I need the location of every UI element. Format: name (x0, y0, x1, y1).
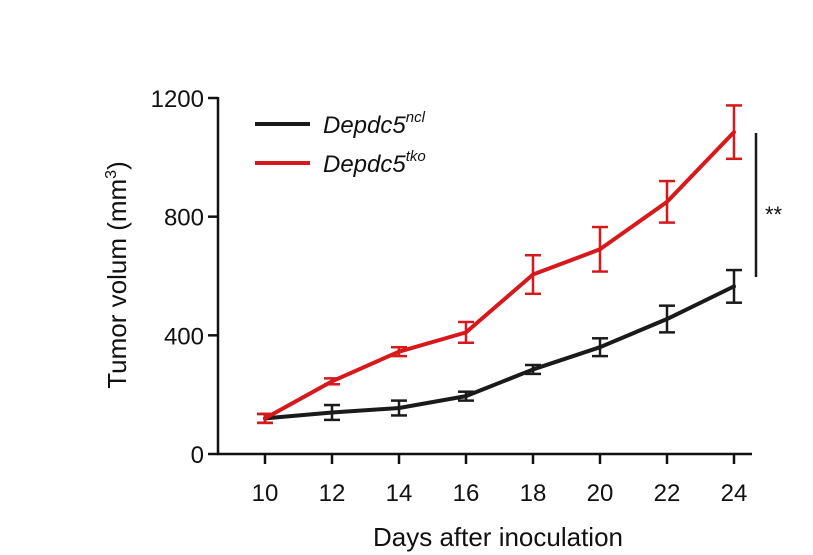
data-point (330, 379, 334, 384)
x-tick-label: 20 (587, 480, 614, 507)
series-line (264, 284, 735, 421)
data-point (665, 199, 669, 204)
data-point (464, 330, 468, 335)
data-point (397, 406, 401, 411)
significance-annotation: ** (754, 133, 783, 277)
y-tick-label: 800 (164, 205, 204, 232)
x-tick-label: 12 (319, 480, 346, 507)
data-point (665, 317, 669, 322)
data-point (598, 247, 602, 252)
y-tick-label: 1200 (151, 86, 204, 113)
data-point (531, 272, 535, 277)
series-tko (257, 104, 742, 425)
series-layer (257, 104, 742, 425)
data-point (464, 394, 468, 399)
x-ticks: 10 12 14 16 18 20 22 24 (252, 454, 748, 507)
series-ncl (257, 268, 742, 425)
y-axis-label-close: ) (102, 161, 132, 170)
legend-label-tko: Depdc5tko (323, 148, 426, 178)
legend-label-ncl: Depdc5ncl (323, 109, 426, 139)
legend-label-ncl-base: Depdc5 (323, 112, 406, 139)
y-tick-label: 400 (164, 323, 204, 350)
data-point (330, 410, 334, 415)
legend-label-tko-sup: tko (406, 148, 426, 165)
legend-entry-tko: Depdc5tko (255, 148, 426, 178)
y-ticks: 0 400 800 1200 (151, 86, 218, 469)
data-point (732, 284, 736, 289)
y-axis: 0 400 800 1200 (151, 86, 220, 469)
y-axis-label-sup: 3 (103, 170, 120, 179)
y-tick-label: 0 (191, 442, 204, 469)
x-tick-label: 10 (252, 480, 279, 507)
x-tick-label: 18 (520, 480, 547, 507)
legend: Depdc5ncl Depdc5tko (255, 109, 426, 178)
data-point (732, 130, 736, 135)
x-tick-label: 14 (386, 480, 413, 507)
x-axis: 10 12 14 16 18 20 22 24 (217, 452, 752, 507)
x-axis-label: Days after inoculation (373, 522, 623, 552)
x-tick-label: 22 (654, 480, 681, 507)
data-point (263, 416, 267, 421)
significance-label: ** (765, 202, 783, 227)
data-point (397, 349, 401, 354)
legend-label-ncl-sup: ncl (406, 109, 426, 126)
x-tick-label: 24 (721, 480, 748, 507)
data-point (598, 345, 602, 350)
data-point (531, 367, 535, 372)
x-tick-label: 16 (453, 480, 480, 507)
y-axis-label: Tumor volum (mm3) (102, 161, 132, 389)
y-axis-label-main: Tumor volum (mm (102, 179, 132, 389)
legend-label-tko-base: Depdc5 (323, 151, 406, 178)
legend-entry-ncl: Depdc5ncl (255, 109, 426, 139)
series-line (264, 130, 736, 421)
